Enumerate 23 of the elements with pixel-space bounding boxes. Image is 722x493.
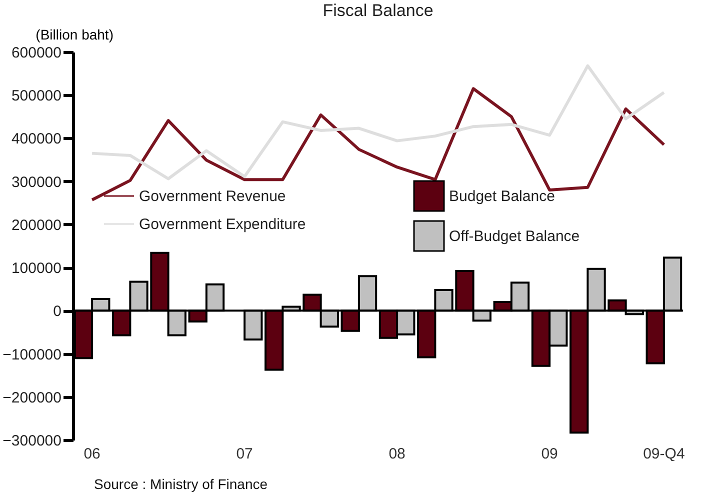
y-tick-label: −100000 [2,346,62,364]
legend-label: Budget Balance [449,188,555,205]
y-tick-label: 200000 [11,216,62,234]
chart-title: Fiscal Balance [322,1,434,20]
y-tick-label: 100000 [11,260,62,278]
y-tick-label: 400000 [11,130,62,148]
y-tick-label: 0 [53,303,62,320]
line-series [90,64,666,180]
source-note: Source : Ministry of Finance [94,476,268,492]
x-tick-label: 07 [236,446,253,462]
y-tick-label: 600000 [11,44,62,62]
legend-label: Off-Budget Balance [449,228,580,245]
x-tick-label: 08 [388,446,406,462]
y-tick-label: 500000 [11,88,62,105]
legend-label: Government Revenue [139,188,286,205]
x-tick-label: 06 [84,446,100,462]
y-tick-label: −200000 [2,389,62,406]
x-tick-label: 09-Q4 [643,446,685,462]
legend-label: Government Expenditure [139,216,306,233]
y-tick-label: −300000 [2,432,62,450]
x-tick-label: 09 [541,446,558,462]
y-axis-title: (Billion baht) [36,26,114,42]
y-tick-label: 300000 [11,174,62,191]
